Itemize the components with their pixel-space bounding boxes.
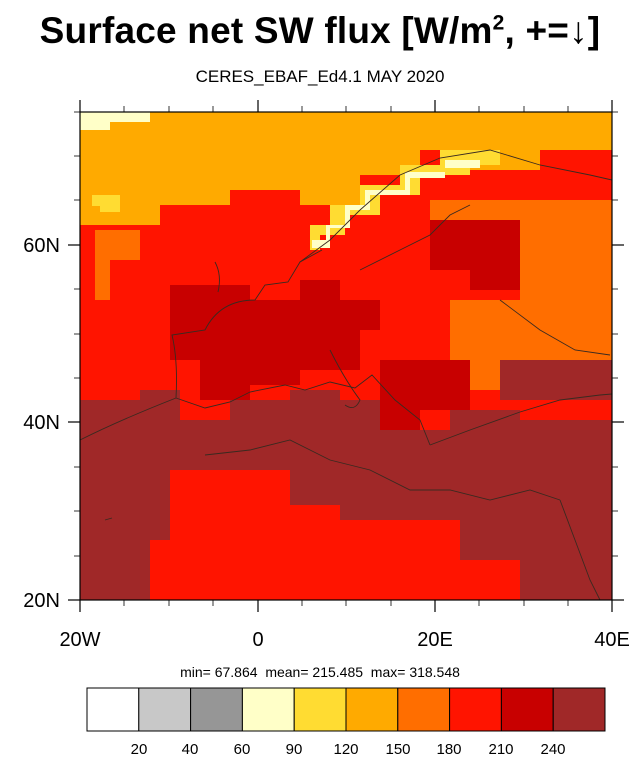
colorbar-swatch: [190, 687, 243, 732]
colorbar-level: 90: [285, 741, 303, 758]
flux-field: [80, 112, 612, 600]
colorbar-swatch: [241, 687, 295, 732]
colorbar-swatch: [345, 687, 399, 732]
atlantic-cloud-region: [95, 230, 140, 300]
x-tick-label: 20W: [59, 629, 100, 651]
colorbar-level: 40: [181, 741, 199, 758]
baltic-land: [430, 220, 520, 290]
colorbar-swatch: [86, 687, 140, 732]
x-tick-label: 0: [252, 629, 263, 651]
colorbar-level: 60: [233, 741, 251, 758]
y-tick-label: 60N: [23, 235, 60, 257]
sahara-interior: [150, 470, 520, 600]
balkan-land: [380, 360, 470, 440]
tick-labels: 20W 0 20E 40E 60N 40N 20N: [23, 235, 630, 651]
x-tick-label: 20E: [417, 629, 453, 651]
colorbar-swatch: [500, 687, 554, 732]
y-axis-minor-ticks: [74, 111, 618, 557]
scandinavia-snow: [310, 150, 500, 250]
scandinavia-ice: [312, 160, 480, 248]
north-ocean-region: [80, 112, 612, 225]
colorbar-level: 120: [333, 741, 359, 758]
colorbar-level: 240: [540, 741, 566, 758]
colorbar-level: 20: [130, 741, 148, 758]
y-tick-label: 40N: [23, 412, 60, 434]
balkan-highland: [500, 360, 612, 400]
summary-stats: min= 67.864 mean= 215.485 max= 318.548: [180, 664, 460, 680]
x-axis-ticks: [79, 100, 613, 612]
colorbar-swatch: [449, 687, 502, 732]
colorbar-swatch: [552, 687, 606, 732]
map-subtitle: CERES_EBAF_Ed4.1 MAY 2020: [195, 67, 445, 86]
y-axis-ticks: [68, 244, 624, 601]
eastern-europe-region: [430, 200, 612, 390]
colorbar-level: 150: [385, 741, 411, 758]
colorbar-swatch: [293, 687, 347, 732]
iceland-ice: [92, 195, 120, 212]
y-tick-label: 20N: [23, 590, 60, 612]
page-title: Surface net SW flux [W/m2, +=↓]: [39, 10, 601, 51]
colorbar-level: 180: [436, 741, 462, 758]
colorbar-swatch: [138, 687, 192, 732]
x-tick-label: 40E: [594, 629, 630, 651]
colorbar-level: 210: [488, 741, 514, 758]
greenland-ice: [80, 112, 150, 130]
colorbar-swatch: [397, 687, 451, 732]
coastlines: [80, 149, 612, 600]
colorbar: [86, 687, 606, 732]
western-europe-land: [170, 280, 380, 400]
x-axis-minor-ticks: [123, 106, 569, 606]
